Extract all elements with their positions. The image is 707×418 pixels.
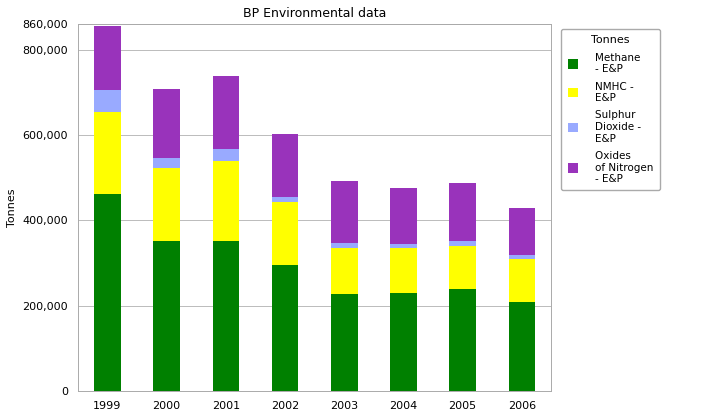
Bar — [94, 26, 121, 90]
Bar — [508, 208, 535, 255]
Bar — [390, 189, 416, 244]
Bar — [331, 248, 358, 294]
Bar — [94, 194, 121, 391]
Bar — [508, 259, 535, 302]
Bar — [508, 302, 535, 391]
Bar — [153, 158, 180, 168]
Bar — [153, 241, 180, 391]
Bar — [213, 149, 239, 161]
Bar — [213, 161, 239, 241]
Bar — [94, 90, 121, 112]
Title: BP Environmental data: BP Environmental data — [243, 7, 386, 20]
Bar — [213, 76, 239, 149]
Bar — [331, 181, 358, 242]
Bar — [450, 241, 476, 246]
Bar — [271, 202, 298, 265]
Bar — [271, 134, 298, 197]
Bar — [153, 168, 180, 241]
Bar — [213, 241, 239, 391]
Bar — [450, 183, 476, 241]
Bar — [271, 197, 298, 202]
Bar — [331, 294, 358, 391]
Bar — [508, 255, 535, 259]
Bar — [331, 242, 358, 248]
Bar — [94, 112, 121, 194]
Bar — [390, 244, 416, 248]
Legend:     Methane
    - E&P,     NMHC -
    E&P,     Sulphur
    Dioxide -
    E&P,   : Methane - E&P, NMHC - E&P, Sulphur Dioxi… — [561, 29, 660, 190]
Bar — [390, 293, 416, 391]
Bar — [450, 289, 476, 391]
Y-axis label: Tonnes: Tonnes — [7, 189, 17, 227]
Bar — [153, 89, 180, 158]
Bar — [271, 265, 298, 391]
Bar — [390, 248, 416, 293]
Bar — [450, 246, 476, 289]
